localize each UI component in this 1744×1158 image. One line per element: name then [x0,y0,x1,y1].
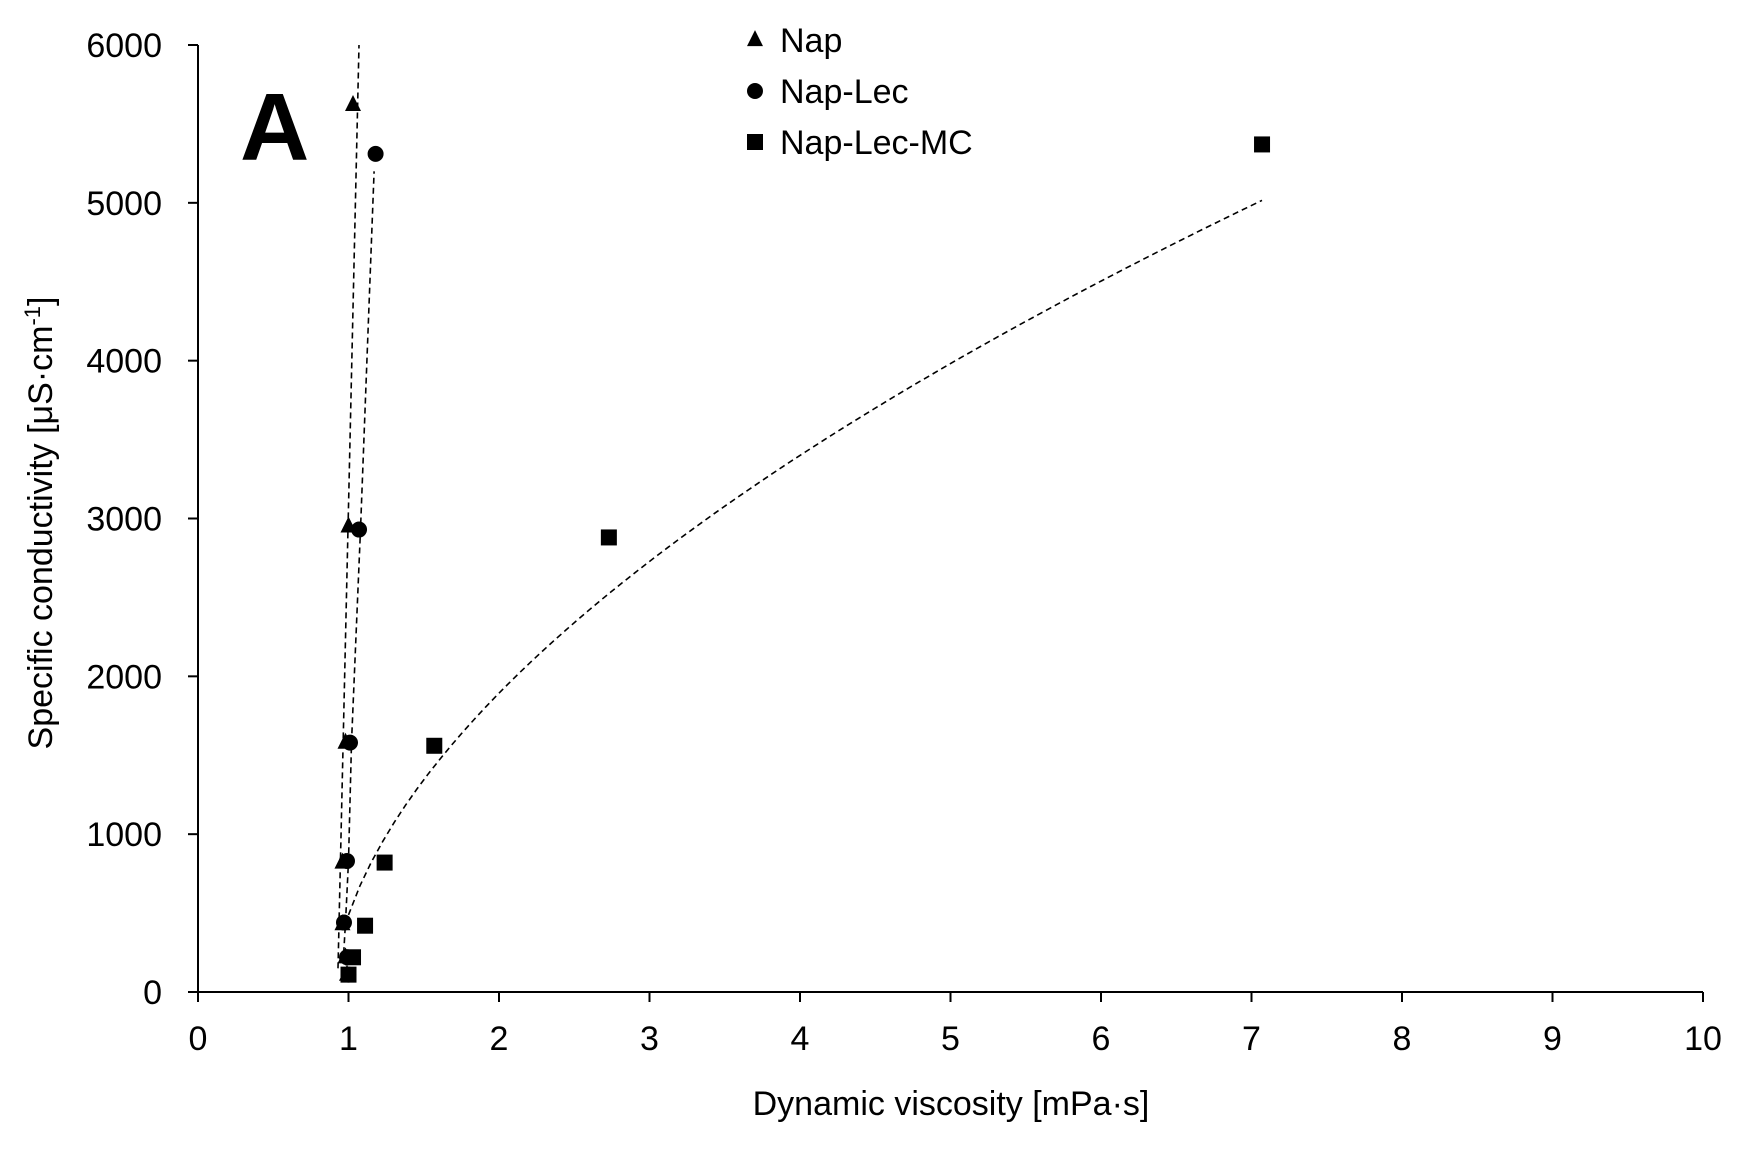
y-axis-title-sup: -1 [20,306,45,326]
x-axis: 0 1 2 3 4 5 6 7 8 9 10 [189,991,1722,1058]
trendlines [337,44,1263,974]
x-tick-label: 6 [1092,1020,1111,1058]
legend-item-nap-lec: Nap-Lec [747,73,909,111]
legend-marker-nap-lec [747,83,763,99]
data-point-nap-lec [367,145,384,162]
data-point-nap-lec-mc [357,917,374,934]
legend-item-nap: Nap [747,22,842,60]
data-point-nap-lec [351,521,368,538]
data-point-nap-lec [335,914,352,931]
legend-marker-nap [747,30,763,47]
x-axis-title: Dynamic viscosity [mPa·s] [753,1085,1150,1123]
x-tick-label: 7 [1242,1020,1261,1058]
trendline-nap-lec [341,171,375,974]
y-tick-label: 3000 [86,501,162,539]
data-point-nap-lec-mc [426,737,443,754]
y-tick-label: 6000 [86,27,162,65]
data-point-nap-lec [338,852,355,869]
legend-marker-nap-lec-mc [747,134,763,150]
y-tick-label: 2000 [86,658,162,696]
y-tick-label: 4000 [86,343,162,381]
data-point-nap-lec [342,734,359,751]
trendline-nap [337,44,360,969]
x-tick-label: 1 [339,1020,358,1058]
x-tick-label: 0 [189,1020,208,1058]
x-tick-label: 4 [791,1020,810,1058]
data-point-nap-lec-mc [376,854,393,871]
legend-label: Nap-Lec-MC [780,124,973,162]
y-axis-title-close: ] [22,297,60,306]
x-tick-label: 8 [1393,1020,1412,1058]
x-tick-label: 5 [941,1020,960,1058]
panel-label: A [240,74,309,181]
y-axis-title-main: Specific conductivity [μS·cm [22,326,60,750]
data-markers [334,95,1271,983]
y-axis: 0 1000 2000 3000 4000 5000 6000 [86,27,199,1012]
legend-label: Nap-Lec [780,73,909,111]
y-tick-label: 5000 [86,185,162,223]
x-tick-label: 9 [1543,1020,1562,1058]
y-tick-label: 0 [143,974,162,1012]
legend-label: Nap [780,22,842,60]
x-tick-label: 10 [1684,1020,1722,1058]
data-point-nap [345,95,362,112]
y-tick-label: 1000 [86,816,162,854]
data-point-nap-lec-mc [600,529,617,546]
x-tick-label: 3 [640,1020,659,1058]
y-axis-title: Specific conductivity [μS·cm-1] [20,297,60,750]
legend: Nap Nap-Lec Nap-Lec-MC [747,22,973,162]
trendline-nap-lec-mc [347,199,1263,916]
data-point-nap-lec-mc [1254,136,1271,153]
legend-item-nap-lec-mc: Nap-Lec-MC [747,124,973,162]
x-tick-label: 2 [490,1020,509,1058]
data-point-nap-lec-mc [340,966,357,983]
data-point-nap-lec-mc [345,949,362,966]
